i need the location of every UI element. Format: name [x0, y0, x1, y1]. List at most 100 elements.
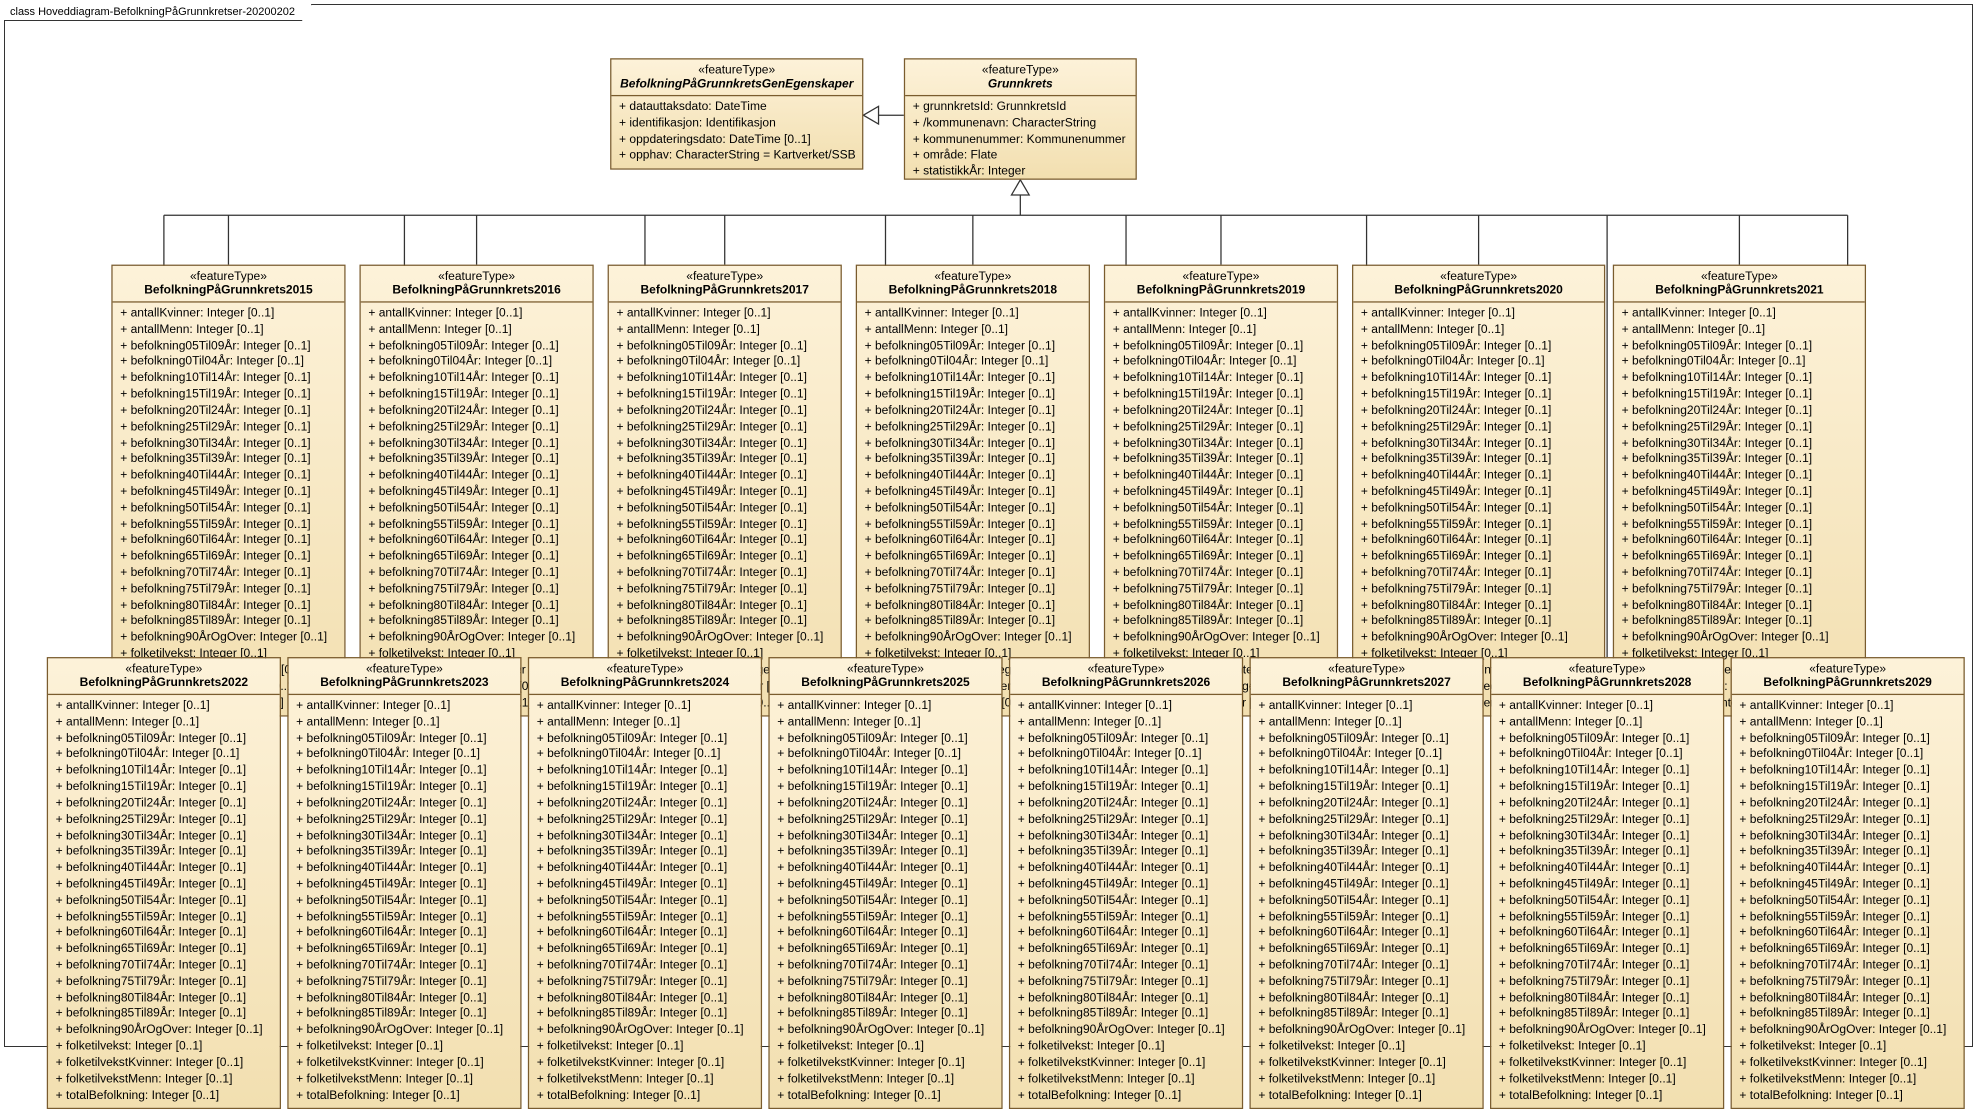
class-befolkningpågrunnkrets2026: «featureType»BefolkningPåGrunnkrets2026+… [1009, 657, 1243, 1109]
class-name: BefolkningPåGrunnkrets2023 [296, 676, 512, 690]
attribute: + befolkning75Til79År: Integer [0..1] [56, 975, 272, 991]
attribute: + folketilvekstKvinner: Integer [0..1] [1739, 1056, 1955, 1072]
attribute: + folketilvekstKvinner: Integer [0..1] [777, 1056, 993, 1072]
attribute: + befolkning10Til14År: Integer [0..1] [616, 371, 832, 387]
attribute: + befolkning55Til59År: Integer [0..1] [296, 910, 512, 926]
attribute-compartment: + antallKvinner: Integer [0..1]+ antallM… [1732, 695, 1964, 1108]
attribute-compartment: + antallKvinner: Integer [0..1]+ antallM… [113, 303, 345, 716]
attribute: + befolkning15Til19År: Integer [0..1] [368, 387, 584, 403]
attribute: + befolkning75Til79År: Integer [0..1] [616, 582, 832, 598]
stereotype: «featureType» [1739, 662, 1955, 676]
attribute: + befolkning40Til44År: Integer [0..1] [1499, 861, 1715, 877]
attribute: + antallKvinner: Integer [0..1] [777, 699, 993, 715]
attribute: + befolkning65Til69År: Integer [0..1] [616, 550, 832, 566]
attribute: + totalBefolkning: Integer [0..1] [777, 1088, 993, 1104]
attribute: + befolkning10Til14År: Integer [0..1] [120, 371, 336, 387]
class-name: BefolkningPåGrunnkretsGenEgenskaper [619, 77, 854, 91]
attribute: + befolkning20Til24År: Integer [0..1] [537, 796, 753, 812]
attribute: + befolkning25Til29År: Integer [0..1] [1361, 420, 1596, 436]
stereotype: «featureType» [537, 662, 753, 676]
attribute: + befolkning65Til69År: Integer [0..1] [368, 550, 584, 566]
attribute: + befolkning45Til49År: Integer [0..1] [1622, 485, 1857, 501]
attribute: + befolkning80Til84År: Integer [0..1] [865, 598, 1081, 614]
attribute: + befolkning65Til69År: Integer [0..1] [1499, 942, 1715, 958]
stereotype: «featureType» [1361, 270, 1596, 284]
attribute: + befolkning05Til09År: Integer [0..1] [1361, 339, 1596, 355]
attribute: + folketilvekst: Integer [0..1] [1018, 1039, 1234, 1055]
attribute: + befolkning35Til39År: Integer [0..1] [1018, 845, 1234, 861]
attribute: + befolkning05Til09År: Integer [0..1] [1622, 339, 1857, 355]
attribute: + befolkning20Til24År: Integer [0..1] [865, 404, 1081, 420]
attribute: + befolkning40Til44År: Integer [0..1] [537, 861, 753, 877]
attribute: + befolkning0Til04År: Integer [0..1] [1739, 748, 1955, 764]
attribute: + befolkning0Til04År: Integer [0..1] [1018, 748, 1234, 764]
attribute: + befolkning15Til19År: Integer [0..1] [56, 780, 272, 796]
attribute: + befolkning80Til84År: Integer [0..1] [1622, 598, 1857, 614]
attribute: + statistikkÅr: Integer [913, 165, 1128, 181]
attribute: + befolkning40Til44År: Integer [0..1] [1258, 861, 1474, 877]
attribute: + antallKvinner: Integer [0..1] [1361, 306, 1596, 322]
attribute: + befolkning50Til54År: Integer [0..1] [1113, 501, 1329, 517]
attribute: + antallMenn: Integer [0..1] [865, 323, 1081, 339]
attribute: + befolkning05Til09År: Integer [0..1] [537, 731, 753, 747]
class-name: BefolkningPåGrunnkrets2024 [537, 676, 753, 690]
class-befolkningpågrunnkrets2020: «featureType»BefolkningPåGrunnkrets2020+… [1352, 265, 1605, 717]
attribute: + befolkning30Til34År: Integer [0..1] [537, 829, 753, 845]
attribute-compartment: + antallKvinner: Integer [0..1]+ antallM… [1614, 303, 1865, 716]
attribute: + befolkning25Til29År: Integer [0..1] [120, 420, 336, 436]
attribute: + befolkning30Til34År: Integer [0..1] [616, 436, 832, 452]
attribute: + befolkning40Til44År: Integer [0..1] [296, 861, 512, 877]
attribute: + befolkning90ÅrOgOver: Integer [0..1] [537, 1023, 753, 1039]
attribute: + befolkning10Til14År: Integer [0..1] [777, 764, 993, 780]
attribute: + befolkning0Til04År: Integer [0..1] [1258, 748, 1474, 764]
attribute: + befolkning65Til69År: Integer [0..1] [777, 942, 993, 958]
attribute: + befolkning10Til14År: Integer [0..1] [1113, 371, 1329, 387]
attribute: + befolkning80Til84År: Integer [0..1] [1018, 991, 1234, 1007]
attribute: + folketilvekstMenn: Integer [0..1] [537, 1072, 753, 1088]
attribute: + befolkning10Til14År: Integer [0..1] [1739, 764, 1955, 780]
class-name: BefolkningPåGrunnkrets2027 [1258, 676, 1474, 690]
attribute: + befolkning80Til84År: Integer [0..1] [1258, 991, 1474, 1007]
attribute: + befolkning55Til59År: Integer [0..1] [1258, 910, 1474, 926]
attribute: + befolkning80Til84År: Integer [0..1] [1499, 991, 1715, 1007]
attribute: + /kommunenavn: CharacterString [913, 116, 1128, 132]
attribute: + befolkning85Til89År: Integer [0..1] [1499, 1007, 1715, 1023]
attribute: + antallMenn: Integer [0..1] [1739, 715, 1955, 731]
attribute: + befolkning50Til54År: Integer [0..1] [1739, 893, 1955, 909]
attribute: + befolkning85Til89År: Integer [0..1] [616, 615, 832, 631]
attribute: + befolkning80Til84År: Integer [0..1] [616, 598, 832, 614]
attribute: + befolkning15Til19År: Integer [0..1] [1113, 387, 1329, 403]
attribute: + befolkning40Til44År: Integer [0..1] [1739, 861, 1955, 877]
attribute: + befolkning65Til69År: Integer [0..1] [1361, 550, 1596, 566]
attribute: + befolkning70Til74År: Integer [0..1] [1499, 958, 1715, 974]
stereotype: «featureType» [1499, 662, 1715, 676]
attribute: + befolkning50Til54År: Integer [0..1] [56, 893, 272, 909]
attribute: + befolkning55Til59År: Integer [0..1] [120, 517, 336, 533]
attribute: + folketilvekstKvinner: Integer [0..1] [1018, 1056, 1234, 1072]
attribute: + befolkning05Til09År: Integer [0..1] [120, 339, 336, 355]
attribute: + befolkning20Til24År: Integer [0..1] [1622, 404, 1857, 420]
stereotype: «featureType» [616, 270, 832, 284]
class-name: BefolkningPåGrunnkrets2015 [120, 284, 336, 298]
attribute: + folketilvekstMenn: Integer [0..1] [1499, 1072, 1715, 1088]
attribute: + befolkning50Til54År: Integer [0..1] [865, 501, 1081, 517]
attribute: + befolkning55Til59År: Integer [0..1] [368, 517, 584, 533]
attribute: + befolkning10Til14År: Integer [0..1] [1258, 764, 1474, 780]
attribute: + antallMenn: Integer [0..1] [616, 323, 832, 339]
class-befolkningpågrunnkrets2017: «featureType»BefolkningPåGrunnkrets2017+… [608, 265, 842, 717]
attribute: + befolkning55Til59År: Integer [0..1] [777, 910, 993, 926]
attribute: + befolkning65Til69År: Integer [0..1] [120, 550, 336, 566]
class-befolkningpågrunnkrets2024: «featureType»BefolkningPåGrunnkrets2024 +… [528, 657, 762, 1109]
attribute: + befolkning80Til84År: Integer [0..1] [296, 991, 512, 1007]
attribute: + befolkning85Til89År: Integer [0..1] [56, 1007, 272, 1023]
attribute: + befolkning70Til74År: Integer [0..1] [537, 958, 753, 974]
attribute: + befolkning30Til34År: Integer [0..1] [56, 829, 272, 845]
attribute: + befolkning75Til79År: Integer [0..1] [1113, 582, 1329, 598]
attribute: + befolkning70Til74År: Integer [0..1] [1113, 566, 1329, 582]
attribute: + befolkning25Til29År: Integer [0..1] [56, 812, 272, 828]
attribute: + befolkning25Til29År: Integer [0..1] [368, 420, 584, 436]
attribute: + befolkning90ÅrOgOver: Integer [0..1] [865, 631, 1081, 647]
attribute: + befolkning20Til24År: Integer [0..1] [777, 796, 993, 812]
attribute: + befolkning0Til04År: Integer [0..1] [1499, 748, 1715, 764]
attribute: + antallMenn: Integer [0..1] [120, 323, 336, 339]
